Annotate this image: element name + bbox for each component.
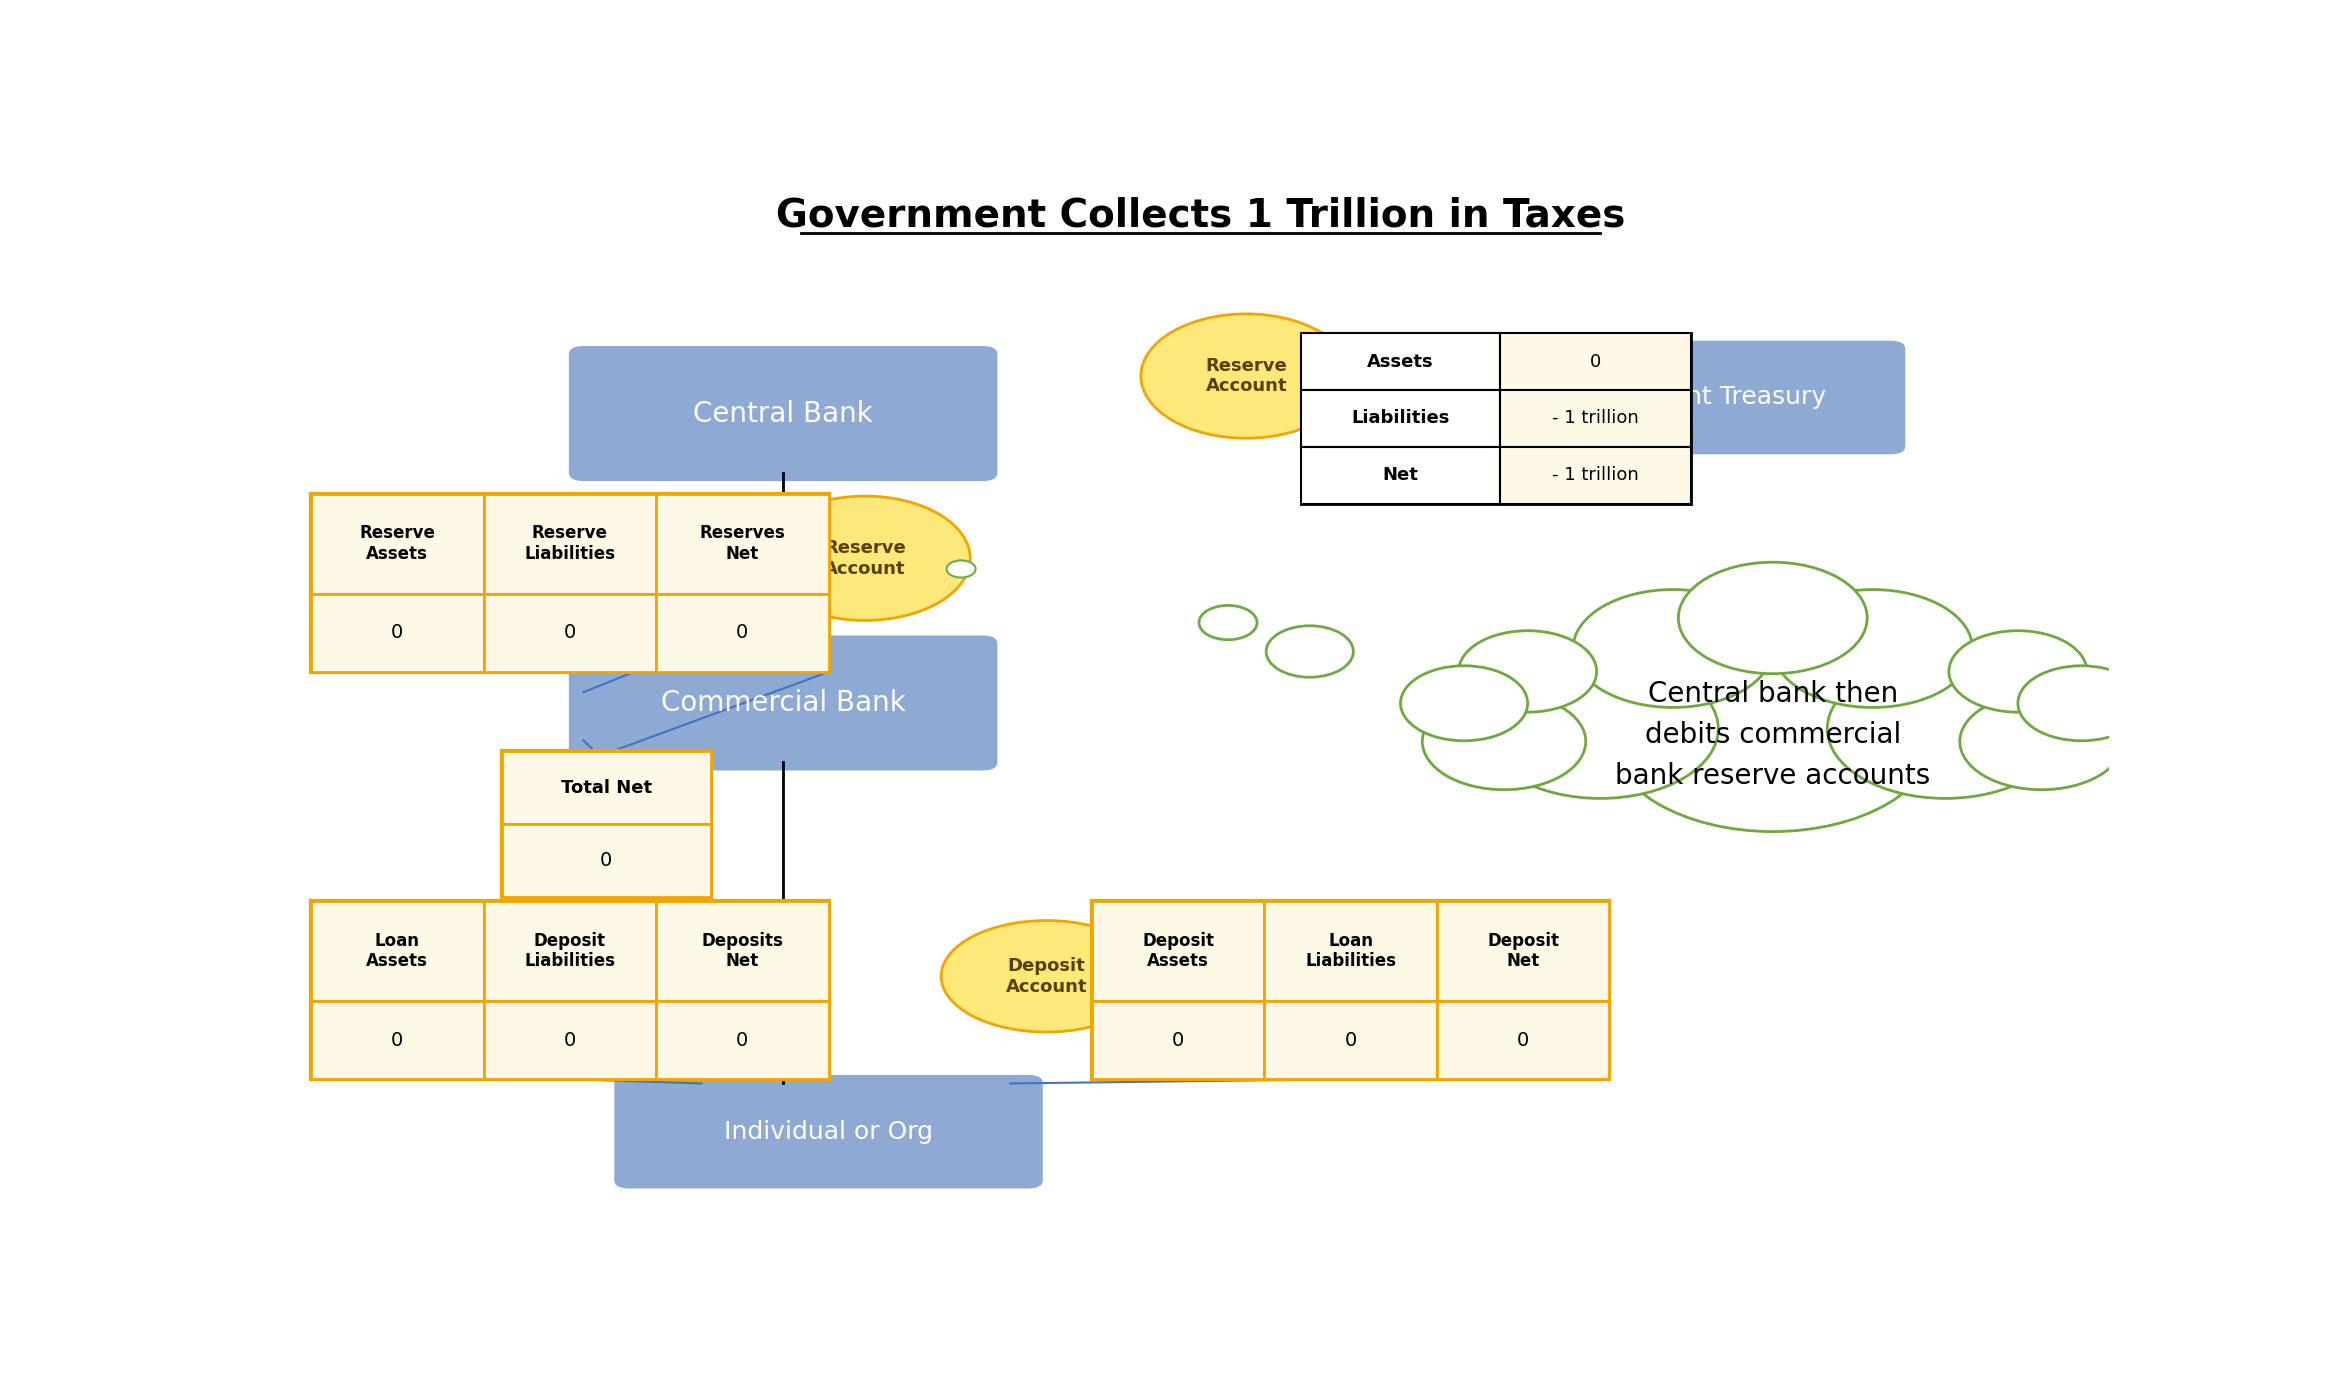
Bar [483, 593, 656, 672]
Text: Government Treasury: Government Treasury [1556, 386, 1825, 409]
Bar [312, 901, 483, 1001]
Ellipse shape [942, 920, 1153, 1031]
Text: 0: 0 [1591, 352, 1600, 370]
Text: Liabilities: Liabilities [1352, 409, 1450, 427]
Text: Government Collects 1 Trillion in Taxes: Government Collects 1 Trillion in Taxes [776, 196, 1626, 234]
Text: Reserve
Account: Reserve Account [825, 539, 907, 578]
Text: 0: 0 [565, 1030, 576, 1050]
Text: 0: 0 [391, 1030, 403, 1050]
Text: Total Net: Total Net [560, 778, 651, 796]
Bar [312, 494, 829, 672]
Circle shape [1483, 658, 1717, 799]
Text: Deposits
Net: Deposits Net [701, 931, 783, 970]
Text: Reserves
Net: Reserves Net [701, 525, 785, 564]
Bar [1265, 901, 1436, 1001]
Circle shape [1401, 665, 1528, 741]
Circle shape [2017, 665, 2146, 741]
Circle shape [1959, 693, 2123, 789]
Bar [656, 593, 829, 672]
Bar [1300, 333, 1500, 390]
Bar [1092, 1001, 1265, 1079]
FancyBboxPatch shape [569, 347, 998, 482]
Circle shape [1949, 631, 2088, 713]
Bar [312, 1001, 483, 1079]
Text: Assets: Assets [1368, 352, 1434, 370]
Bar [312, 593, 483, 672]
Text: Reserve
Liabilities: Reserve Liabilities [525, 525, 616, 564]
Text: 0: 0 [600, 851, 612, 870]
FancyBboxPatch shape [614, 1075, 1043, 1189]
Text: 0: 0 [1516, 1030, 1530, 1050]
Bar [1092, 901, 1265, 1001]
Text: Deposit
Liabilities: Deposit Liabilities [525, 931, 616, 970]
Bar [1500, 390, 1692, 447]
Text: - 1 trillion: - 1 trillion [1553, 409, 1640, 427]
Circle shape [1774, 590, 1973, 707]
Text: Deposit
Account: Deposit Account [1005, 956, 1087, 995]
Text: Net: Net [1382, 466, 1418, 484]
Circle shape [1678, 562, 1867, 674]
Circle shape [947, 561, 975, 578]
Bar [501, 752, 710, 824]
Bar [1092, 901, 1610, 1079]
Bar [1436, 901, 1610, 1001]
Bar [312, 494, 483, 593]
Circle shape [1200, 606, 1258, 640]
Text: Individual or Org: Individual or Org [724, 1119, 933, 1144]
Text: - 1 trillion: - 1 trillion [1553, 466, 1640, 484]
Bar [1300, 390, 1500, 447]
Text: 0: 0 [391, 624, 403, 642]
Circle shape [1460, 631, 1596, 713]
Circle shape [1828, 658, 2064, 799]
Bar [312, 901, 829, 1079]
Bar [1500, 447, 1692, 504]
FancyBboxPatch shape [1476, 341, 1905, 454]
Bar [501, 752, 710, 896]
Bar [1436, 1001, 1610, 1079]
Text: Loan
Liabilities: Loan Liabilities [1305, 931, 1396, 970]
Bar [656, 901, 829, 1001]
Bar [656, 1001, 829, 1079]
Text: Reserve
Assets: Reserve Assets [358, 525, 436, 564]
Bar [1265, 1001, 1436, 1079]
Ellipse shape [759, 496, 970, 621]
Circle shape [1422, 693, 1586, 789]
Text: Deposit
Net: Deposit Net [1488, 931, 1558, 970]
Bar [483, 901, 656, 1001]
Bar [483, 1001, 656, 1079]
Text: Deposit
Assets: Deposit Assets [1141, 931, 1214, 970]
Circle shape [1265, 626, 1354, 678]
Text: Central bank then
debits commercial
bank reserve accounts: Central bank then debits commercial bank… [1614, 679, 1931, 791]
Circle shape [1610, 639, 1935, 831]
FancyBboxPatch shape [569, 635, 998, 771]
Bar [483, 494, 656, 593]
Circle shape [1572, 590, 1774, 707]
Text: Reserve
Account: Reserve Account [1204, 356, 1286, 395]
Ellipse shape [1141, 313, 1352, 438]
Text: 0: 0 [1345, 1030, 1357, 1050]
Bar [1300, 333, 1692, 504]
Text: 0: 0 [736, 1030, 747, 1050]
Text: 0: 0 [1172, 1030, 1183, 1050]
Bar [1500, 333, 1692, 390]
Text: Loan
Assets: Loan Assets [366, 931, 429, 970]
Text: 0: 0 [565, 624, 576, 642]
Bar [1300, 447, 1500, 504]
Bar [656, 494, 829, 593]
Text: Central Bank: Central Bank [694, 400, 874, 427]
Bar [501, 824, 710, 896]
Text: Commercial Bank: Commercial Bank [661, 689, 904, 717]
Text: 0: 0 [736, 624, 747, 642]
